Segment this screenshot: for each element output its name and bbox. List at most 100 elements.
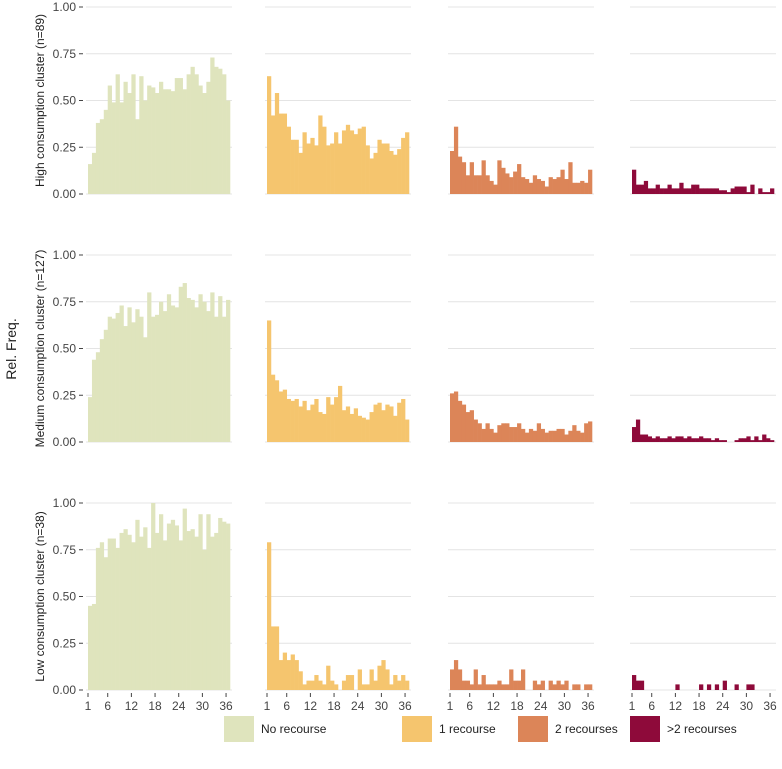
histogram-bar bbox=[461, 162, 467, 194]
histogram-bar bbox=[385, 143, 390, 194]
histogram-bar bbox=[267, 76, 272, 194]
x-tick-label: 18 bbox=[327, 699, 341, 713]
histogram-bar bbox=[481, 428, 486, 442]
histogram-bar bbox=[532, 680, 538, 690]
histogram-bar bbox=[274, 93, 280, 194]
histogram-bar bbox=[405, 419, 410, 442]
histogram-bar bbox=[182, 508, 187, 690]
histogram-bar bbox=[318, 115, 323, 194]
histogram-bar bbox=[738, 186, 743, 194]
histogram-bar bbox=[214, 532, 219, 690]
histogram-bar bbox=[576, 684, 581, 690]
histogram-bar bbox=[155, 532, 160, 690]
histogram-bar bbox=[691, 184, 696, 194]
histogram-bar bbox=[334, 132, 339, 194]
histogram-bar bbox=[766, 438, 771, 442]
y-tick-label: 1.00 bbox=[53, 0, 77, 14]
histogram-bar bbox=[306, 680, 311, 690]
histogram-bar bbox=[576, 182, 581, 194]
histogram-bar bbox=[190, 66, 195, 194]
histogram-bar bbox=[226, 100, 231, 194]
histogram-bar bbox=[322, 126, 327, 194]
histogram-bar bbox=[544, 432, 549, 442]
histogram-bar bbox=[369, 158, 374, 194]
x-tick-label: 24 bbox=[172, 699, 186, 713]
histogram-bar bbox=[560, 169, 565, 194]
histogram-bar bbox=[679, 182, 684, 194]
histogram-bar bbox=[481, 160, 486, 194]
histogram-bar bbox=[450, 669, 455, 690]
x-tick-label: 36 bbox=[763, 699, 777, 713]
histogram-bar bbox=[166, 89, 172, 194]
histogram-bar bbox=[202, 301, 207, 442]
histogram-bar bbox=[123, 326, 128, 442]
histogram-bar bbox=[493, 684, 498, 690]
histogram-bar bbox=[509, 427, 514, 442]
histogram-bar bbox=[302, 684, 307, 690]
x-tick-label: 18 bbox=[510, 699, 524, 713]
histogram-bar bbox=[310, 680, 315, 690]
histogram-bar bbox=[655, 184, 660, 194]
histogram-bar bbox=[584, 684, 589, 690]
histogram-bar bbox=[568, 430, 573, 442]
histogram-bar bbox=[572, 182, 577, 194]
histogram-bar bbox=[147, 85, 152, 194]
histogram-bar bbox=[143, 100, 148, 194]
histogram-bar bbox=[493, 432, 498, 442]
histogram-bar bbox=[314, 675, 319, 690]
histogram-bar bbox=[477, 175, 482, 194]
histogram-bar bbox=[754, 436, 759, 442]
histogram-bar bbox=[298, 406, 303, 442]
histogram-bar bbox=[341, 680, 347, 690]
histogram-bar bbox=[127, 307, 132, 442]
histogram-bar bbox=[493, 184, 498, 194]
histogram-bar bbox=[190, 529, 195, 690]
histogram-bar bbox=[290, 654, 295, 690]
histogram-bar bbox=[639, 680, 645, 690]
histogram-bar bbox=[99, 119, 105, 194]
histogram-bar bbox=[564, 434, 569, 442]
histogram-bar bbox=[536, 179, 542, 194]
histogram-bar bbox=[274, 626, 280, 690]
histogram-bar bbox=[214, 66, 219, 194]
histogram-bar bbox=[174, 525, 180, 690]
histogram-bar bbox=[485, 684, 490, 690]
histogram-bar bbox=[632, 675, 637, 690]
histogram-bar bbox=[147, 292, 152, 442]
histogram-bar bbox=[758, 440, 763, 442]
histogram-bar bbox=[365, 419, 370, 442]
histogram-bar bbox=[302, 400, 307, 442]
histogram-bar bbox=[568, 162, 573, 194]
histogram-bar bbox=[453, 660, 459, 690]
histogram-bar bbox=[580, 432, 585, 442]
histogram-bar bbox=[206, 311, 211, 442]
histogram-bar bbox=[647, 436, 653, 442]
y-tick-label: 0.50 bbox=[53, 94, 77, 108]
row-strip-label: Medium consumption cluster (n=127) bbox=[33, 250, 47, 448]
histogram-bar bbox=[198, 85, 203, 194]
y-tick-label: 0.75 bbox=[53, 47, 77, 61]
histogram-bar bbox=[714, 188, 720, 194]
histogram-bar bbox=[194, 74, 199, 194]
histogram-bar bbox=[683, 438, 688, 442]
histogram-bar bbox=[521, 177, 526, 194]
histogram-bar bbox=[88, 397, 93, 442]
y-tick-label: 0.25 bbox=[53, 636, 77, 650]
histogram-bar bbox=[489, 428, 494, 442]
histogram-bar bbox=[667, 184, 672, 194]
histogram-bar bbox=[746, 684, 751, 690]
histogram-bar bbox=[457, 669, 463, 690]
x-tick-label: 12 bbox=[304, 699, 318, 713]
histogram-bar bbox=[214, 316, 219, 442]
histogram-bar bbox=[377, 139, 382, 194]
histogram-bar bbox=[206, 81, 211, 194]
histogram-bar bbox=[361, 684, 366, 690]
row-strip-label: Low consumption cluster (n=38) bbox=[33, 511, 47, 681]
histogram-bar bbox=[517, 423, 522, 442]
histogram-bar bbox=[361, 126, 366, 194]
histogram-bar bbox=[588, 421, 593, 442]
histogram-bar bbox=[341, 410, 347, 442]
y-tick-label: 1.00 bbox=[53, 248, 77, 262]
histogram-bar bbox=[314, 145, 319, 194]
x-tick-label: 36 bbox=[398, 699, 412, 713]
